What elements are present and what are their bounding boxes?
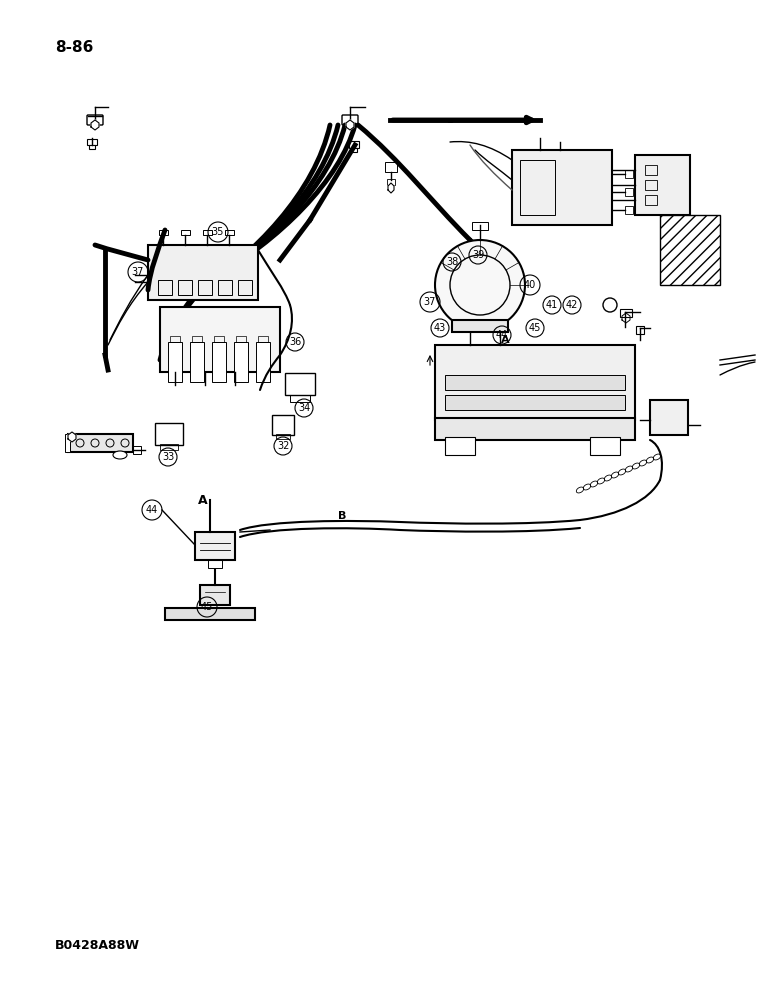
Bar xyxy=(65,434,70,452)
Bar xyxy=(625,188,633,196)
Text: 32: 32 xyxy=(277,441,289,451)
Polygon shape xyxy=(91,120,99,130)
Bar xyxy=(133,446,141,454)
Bar xyxy=(218,280,232,295)
Ellipse shape xyxy=(113,451,127,459)
Text: 39: 39 xyxy=(472,250,484,260)
Bar xyxy=(445,395,625,410)
Bar xyxy=(636,326,644,334)
Bar xyxy=(225,230,234,235)
Text: 37: 37 xyxy=(424,297,436,307)
Text: A: A xyxy=(198,493,207,506)
Text: 36: 36 xyxy=(289,337,301,347)
Bar xyxy=(203,230,212,235)
Bar xyxy=(385,162,397,172)
Bar xyxy=(159,230,168,235)
Bar xyxy=(645,180,657,190)
Bar xyxy=(276,434,290,439)
Bar xyxy=(160,444,178,450)
Bar xyxy=(234,342,248,382)
Text: 34: 34 xyxy=(298,403,310,413)
Bar xyxy=(351,148,357,152)
FancyBboxPatch shape xyxy=(87,115,103,125)
Bar xyxy=(635,155,690,215)
Text: B0428A88W: B0428A88W xyxy=(55,939,140,952)
Bar xyxy=(238,280,252,295)
Circle shape xyxy=(435,240,525,330)
Text: 35: 35 xyxy=(212,227,224,237)
Bar xyxy=(645,165,657,175)
Bar xyxy=(89,145,95,149)
Bar xyxy=(387,179,395,185)
Bar xyxy=(625,170,633,178)
Text: 40: 40 xyxy=(524,280,536,290)
Text: 8-86: 8-86 xyxy=(55,40,94,55)
Bar xyxy=(212,342,226,382)
Bar xyxy=(660,215,720,285)
Text: 43: 43 xyxy=(434,323,446,333)
Bar xyxy=(214,336,224,342)
Text: 41: 41 xyxy=(546,300,558,310)
Polygon shape xyxy=(346,120,354,130)
Bar xyxy=(285,373,315,395)
Bar xyxy=(435,345,635,420)
Bar xyxy=(620,309,632,317)
Bar xyxy=(472,222,488,230)
Bar xyxy=(452,320,508,332)
Bar xyxy=(68,434,133,452)
Bar xyxy=(195,532,235,560)
Bar xyxy=(625,206,633,214)
Bar xyxy=(645,195,657,205)
Polygon shape xyxy=(68,432,76,442)
Bar xyxy=(258,336,268,342)
Bar xyxy=(208,559,222,568)
Bar xyxy=(512,150,612,225)
Bar xyxy=(590,437,620,455)
Bar xyxy=(190,342,204,382)
Bar xyxy=(272,415,294,435)
Bar xyxy=(445,437,475,455)
Bar xyxy=(155,423,183,445)
Text: 37: 37 xyxy=(132,267,144,277)
Bar xyxy=(349,141,359,148)
Bar xyxy=(650,400,688,435)
Text: 33: 33 xyxy=(162,452,174,462)
Bar xyxy=(87,139,97,145)
Bar xyxy=(445,375,625,390)
Bar xyxy=(158,280,172,295)
Bar xyxy=(181,230,190,235)
Polygon shape xyxy=(388,183,394,193)
Text: 44: 44 xyxy=(496,330,508,340)
Bar xyxy=(160,307,280,372)
Bar xyxy=(168,342,182,382)
Bar xyxy=(178,280,192,295)
Text: 42: 42 xyxy=(566,300,578,310)
Bar xyxy=(200,585,230,605)
Bar xyxy=(236,336,246,342)
Text: 44: 44 xyxy=(146,505,158,515)
Bar xyxy=(520,160,555,215)
Text: 45: 45 xyxy=(529,323,541,333)
Bar xyxy=(165,608,255,620)
Bar xyxy=(192,336,202,342)
Text: 45: 45 xyxy=(200,602,213,612)
Bar xyxy=(435,418,635,440)
Text: 38: 38 xyxy=(446,257,458,267)
FancyBboxPatch shape xyxy=(342,115,358,125)
Text: A: A xyxy=(501,335,509,345)
Text: B: B xyxy=(338,511,346,521)
Bar xyxy=(256,342,270,382)
Bar xyxy=(198,280,212,295)
Bar xyxy=(290,395,310,402)
Bar xyxy=(170,336,180,342)
Bar xyxy=(148,245,258,300)
